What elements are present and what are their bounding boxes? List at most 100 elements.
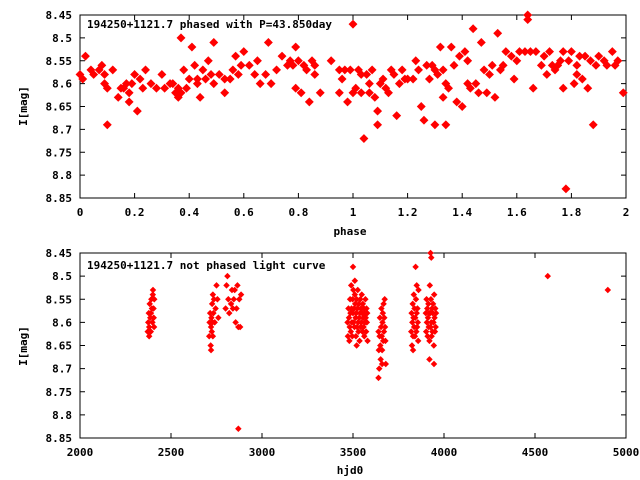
data-point [210,309,217,317]
data-point [344,319,351,326]
data-point [364,88,374,98]
data-point [460,47,470,57]
data-point [512,56,522,66]
data-point [364,79,374,89]
data-point [528,83,538,93]
y-axis-label: I[mag] [17,326,30,366]
data-point [389,70,399,79]
data-point [150,323,158,331]
data-point [150,314,157,321]
data-point [416,102,426,111]
y-tick-label: 8.55 [46,55,73,68]
data-point [130,70,140,79]
data-point [212,305,219,312]
data-point [569,79,579,89]
data-point [208,314,215,321]
data-point [147,328,155,335]
data-point [441,120,451,130]
data-point [261,70,271,79]
data-point [444,83,453,93]
data-point [394,79,404,89]
data-point [310,70,320,79]
data-point [433,70,443,79]
data-point [208,300,216,308]
y-tick-label: 8.5 [52,32,72,45]
data-point [430,120,440,130]
data-point [413,323,421,331]
data-point [351,277,359,284]
x-tick-label: 3000 [249,446,276,459]
data-point [438,65,448,75]
data-point [412,296,420,303]
data-point [509,74,519,84]
data-point [227,300,235,308]
data-point [89,70,99,79]
data-point [485,70,494,79]
data-point [468,24,478,34]
y-axis-label: I[mag] [17,86,30,126]
data-point [487,60,497,70]
data-point [380,300,387,308]
y-tick-label: 8.85 [46,432,73,445]
data-point [381,314,388,321]
data-point [506,51,516,61]
data-point [430,319,437,326]
data-point [184,74,194,84]
data-point [414,337,422,345]
data-point [413,282,420,289]
data-point [359,300,367,308]
x-tick-label: 1.2 [398,206,418,219]
data-point [379,319,386,326]
data-point [168,79,178,89]
data-point [375,374,382,382]
data-point [428,333,435,340]
data-point [430,360,438,368]
data-point [315,88,325,98]
x-tick-label: 1.6 [507,206,527,219]
data-point [414,65,423,75]
data-point [195,92,205,102]
data-point [426,337,433,345]
y-tick-label: 8.55 [46,293,73,306]
data-point [446,42,456,52]
x-axis-label: phase [333,225,366,238]
data-point [176,33,186,43]
data-point [124,97,134,107]
data-point [348,19,358,29]
data-point [435,42,445,52]
data-point [419,115,429,125]
data-point [206,70,216,79]
data-point [266,79,276,89]
data-point [449,60,459,70]
data-point [561,184,571,194]
data-point [363,319,371,326]
data-point [375,328,382,335]
data-point [378,333,386,340]
data-point [253,56,262,66]
data-point [225,296,232,303]
data-point [618,88,628,98]
data-point [415,286,422,294]
y-tick-label: 8.6 [52,316,72,329]
data-point [234,282,241,289]
data-point [208,328,216,335]
data-point [228,65,238,75]
y-tick-label: 8.85 [46,192,73,205]
data-point [146,300,153,308]
data-point [145,333,153,340]
data-point [566,47,576,57]
data-point [376,314,384,321]
data-point [408,309,415,317]
y-tick-label: 8.65 [46,101,73,114]
data-point [409,300,416,308]
data-point [412,263,419,271]
data-point [591,60,601,70]
data-point [108,65,118,75]
data-point [432,323,439,331]
data-point [431,314,438,321]
data-point [233,70,243,79]
data-point [149,319,156,326]
data-point [343,97,352,107]
data-point [288,60,298,70]
data-point [413,328,420,335]
